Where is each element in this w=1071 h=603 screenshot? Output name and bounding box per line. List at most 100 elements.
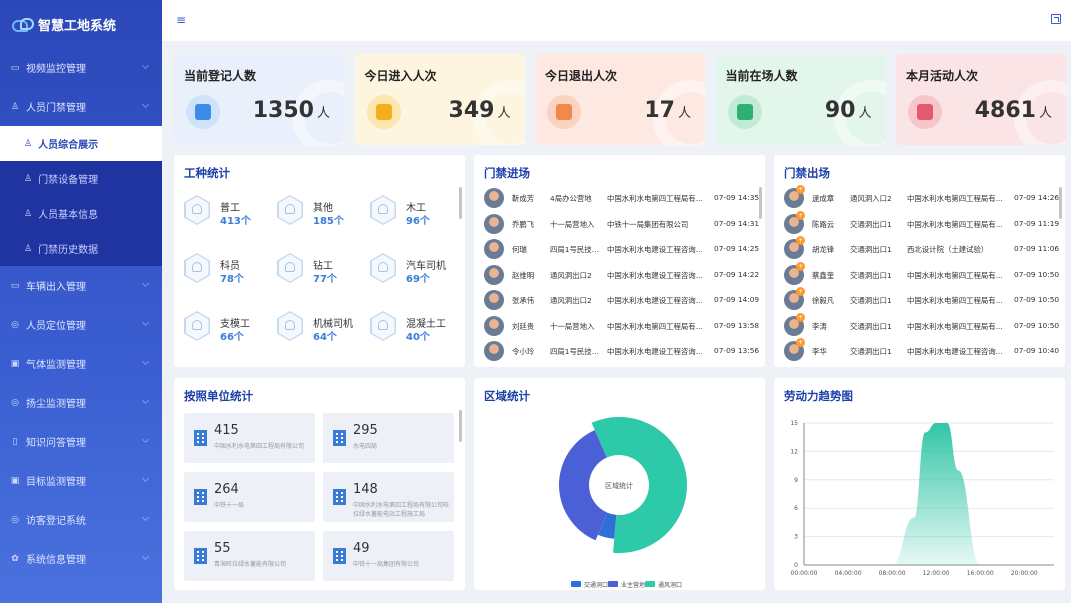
record-time: 07-09 10:50 — [1014, 320, 1060, 330]
fullscreen-exit-icon[interactable] — [1051, 14, 1061, 24]
building-icon — [333, 548, 346, 564]
gear-icon: ✿ — [11, 553, 19, 564]
sidebar-item[interactable]: ▣ 目标监测管理 — [0, 461, 162, 500]
scrollbar[interactable] — [1059, 187, 1062, 219]
company-name: 中国水利水电第四工程局有... — [907, 321, 1003, 331]
stat-title: 今日退出人次 — [545, 69, 618, 83]
submenu-item[interactable]: ♙ 人员基本信息 — [0, 196, 162, 231]
record-time: 07-09 10:50 — [1014, 295, 1060, 304]
unit-card: 49 中铁十一局集团有限公司 — [323, 531, 454, 581]
stat-value: 90 — [824, 98, 856, 123]
book-icon: ▯ — [12, 436, 18, 447]
worker-icon — [277, 311, 303, 341]
sidebar-item[interactable]: ◎ 扬尘监测管理 — [0, 383, 162, 422]
stat-title: 本月活动人次 — [906, 69, 979, 83]
worktype-count: 413个 — [220, 216, 251, 227]
gate-name: 交通洞出口1 — [850, 219, 892, 229]
y-tick-label: 0 — [794, 562, 798, 569]
list-item[interactable]: 刘廷贵 十一局营地入 中国水利水电第四工程局有... 07-09 13:58 — [484, 313, 759, 338]
worker-icon — [184, 311, 210, 341]
list-item[interactable]: 张承伟 通风洞出口2 中国水利水电建设工程咨询... 07-09 14:09 — [484, 287, 759, 312]
sidebar-item-label: 人员定位管理 — [26, 321, 86, 332]
user-icon: ♙ — [24, 173, 33, 184]
stat-card: 今日进入人次 349 人 — [354, 54, 525, 145]
sidebar-item-label: 扬尘监测管理 — [26, 399, 86, 410]
list-item[interactable]: + 胡龙锋 交通洞出口1 西北设计院（土建试验） 07-09 11:06 — [784, 236, 1059, 261]
sidebar-item[interactable]: ♙ 人员门禁管理 — [0, 87, 162, 126]
stat-card: 今日退出人次 17 人 — [535, 54, 705, 145]
stat-value-wrap: 1350 人 — [253, 98, 330, 123]
y-tick-label: 6 — [794, 505, 798, 512]
unit-count: 148 — [353, 482, 378, 497]
list-item[interactable]: + 蔡鑫奎 交通洞出口1 中国水利水电第四工程局有... 07-09 10:50 — [784, 261, 1060, 287]
menu-toggle-icon[interactable]: ≡ — [176, 13, 187, 27]
person-name: 何瑞 — [512, 245, 527, 254]
unit-panel: 按照单位统计 415 中国水利水电第四工程局有限公司 295 水电四局 264 中铁十一局… — [174, 378, 465, 590]
worker-icon — [370, 311, 396, 341]
list-item[interactable]: + 李华 交通洞出口1 中国水利水电建设工程咨询... 07-09 10:40 — [784, 338, 1059, 363]
scrollbar[interactable] — [459, 187, 462, 219]
trend-panel: 劳动力趋势图 0 3 6 9 12 15 00:00:00 04:00:00 08:00:00 1… — [774, 378, 1065, 590]
unit-name: 中铁十一局 — [214, 502, 245, 509]
person-name: 令小玲 — [512, 347, 535, 356]
submenu-item[interactable]: ♙ 人员综合展示 — [0, 126, 162, 161]
sidebar-item[interactable]: ▯ 知识问答管理 — [0, 422, 162, 461]
entry-panel: 门禁进场 靳成芳 4局办公营地 中国水利水电第四工程局有... 07-09 14:35… — [474, 155, 765, 367]
person-name: 刘廷贵 — [512, 321, 535, 331]
gate-name: 交通洞出口1 — [850, 245, 892, 254]
badge-icon: + — [796, 338, 805, 347]
scrollbar[interactable] — [459, 410, 462, 442]
chevron-down-icon — [141, 435, 150, 444]
gate-name: 通风洞出口2 — [550, 296, 592, 305]
list-item[interactable]: 赵维明 通风洞出口2 中国水利水电建设工程咨询... 07-09 14:22 — [484, 262, 759, 287]
company-name: 中国水利水电第四工程局有... — [907, 270, 1003, 280]
sidebar-item[interactable]: ▭ 视频监控管理 — [0, 48, 162, 87]
sidebar-item[interactable]: ✿ 系统信息管理 — [0, 539, 162, 578]
person-name: 李涛 — [812, 321, 827, 331]
record-time: 07-09 13:56 — [714, 346, 760, 355]
worker-icon — [277, 253, 303, 283]
x-tick-label: 04:00:00 — [835, 570, 862, 577]
badge-icon: + — [796, 185, 805, 194]
sidebar-item-label: 目标监测管理 — [26, 477, 86, 488]
submenu-item[interactable]: ♙ 门禁设备管理 — [0, 161, 162, 196]
worktype-count: 40个 — [406, 332, 430, 343]
worktype-name: 其他 — [313, 203, 333, 214]
stat-value-wrap: 17 人 — [644, 98, 691, 123]
donut-slice[interactable] — [559, 430, 608, 541]
list-item[interactable]: + 李涛 交通洞出口1 中国水利水电第四工程局有... 07-09 10:50 — [784, 312, 1060, 338]
record-time: 07-09 10:50 — [1014, 269, 1060, 279]
donut-slice[interactable] — [597, 512, 617, 539]
stat-unit: 人 — [677, 106, 691, 121]
sidebar-item[interactable]: ◎ 人员定位管理 — [0, 305, 162, 344]
donut-slice[interactable] — [591, 417, 687, 553]
building-icon — [333, 489, 346, 505]
x-tick-label: 12:00:00 — [923, 570, 950, 577]
sidebar-item[interactable]: ▭ 车辆出入管理 — [0, 266, 162, 305]
scrollbar[interactable] — [759, 187, 762, 219]
submenu-item-label: 门禁历史数据 — [38, 245, 99, 256]
chevron-down-icon — [141, 396, 150, 405]
stat-icon — [366, 95, 401, 129]
record-time: 07-09 14:22 — [714, 269, 760, 279]
list-item[interactable]: 令小玲 四局1号民技工... 中国水利水电建设工程咨询... 07-09 13:56 — [484, 338, 759, 363]
app-logo[interactable]: 智慧工地系统 — [0, 0, 162, 48]
worker-icon — [277, 195, 303, 225]
list-item[interactable]: + 徐毅凡 交通洞出口1 中国水利水电第四工程局有... 07-09 10:50 — [784, 287, 1059, 312]
car-icon: ▭ — [10, 280, 20, 291]
stat-unit: 人 — [497, 106, 511, 121]
list-item[interactable]: 靳成芳 4局办公营地 中国水利水电第四工程局有... 07-09 14:35 — [484, 185, 759, 210]
list-item[interactable]: + 陈路云 交通洞出口1 中国水利水电第四工程局有... 07-09 11:19 — [784, 210, 1059, 236]
panel-title: 工种统计 — [184, 166, 230, 180]
worktype-name: 木工 — [406, 203, 426, 214]
list-item[interactable]: 何瑞 四局1号民技工... 中国水利水电建设工程咨询... 07-09 14:25 — [484, 236, 759, 261]
submenu-item[interactable]: ♙ 门禁历史数据 — [0, 231, 162, 266]
list-item[interactable]: + 逯成章 通风洞入口2 中国水利水电第四工程局有... 07-09 14:26 — [784, 185, 1059, 210]
user-icon: ♙ — [24, 243, 33, 254]
worktype-count: 78个 — [220, 274, 244, 285]
sidebar-item[interactable]: ◎ 访客登记系统 — [0, 500, 162, 539]
list-item[interactable]: 乔鹏飞 十一局营地入 中铁十一局集团有限公司 07-09 14:31 — [484, 211, 759, 236]
building-icon — [333, 430, 346, 446]
sidebar-item[interactable]: ▣ 气体监测管理 — [0, 344, 162, 383]
donut-center-label: 区域统计 — [605, 481, 633, 490]
